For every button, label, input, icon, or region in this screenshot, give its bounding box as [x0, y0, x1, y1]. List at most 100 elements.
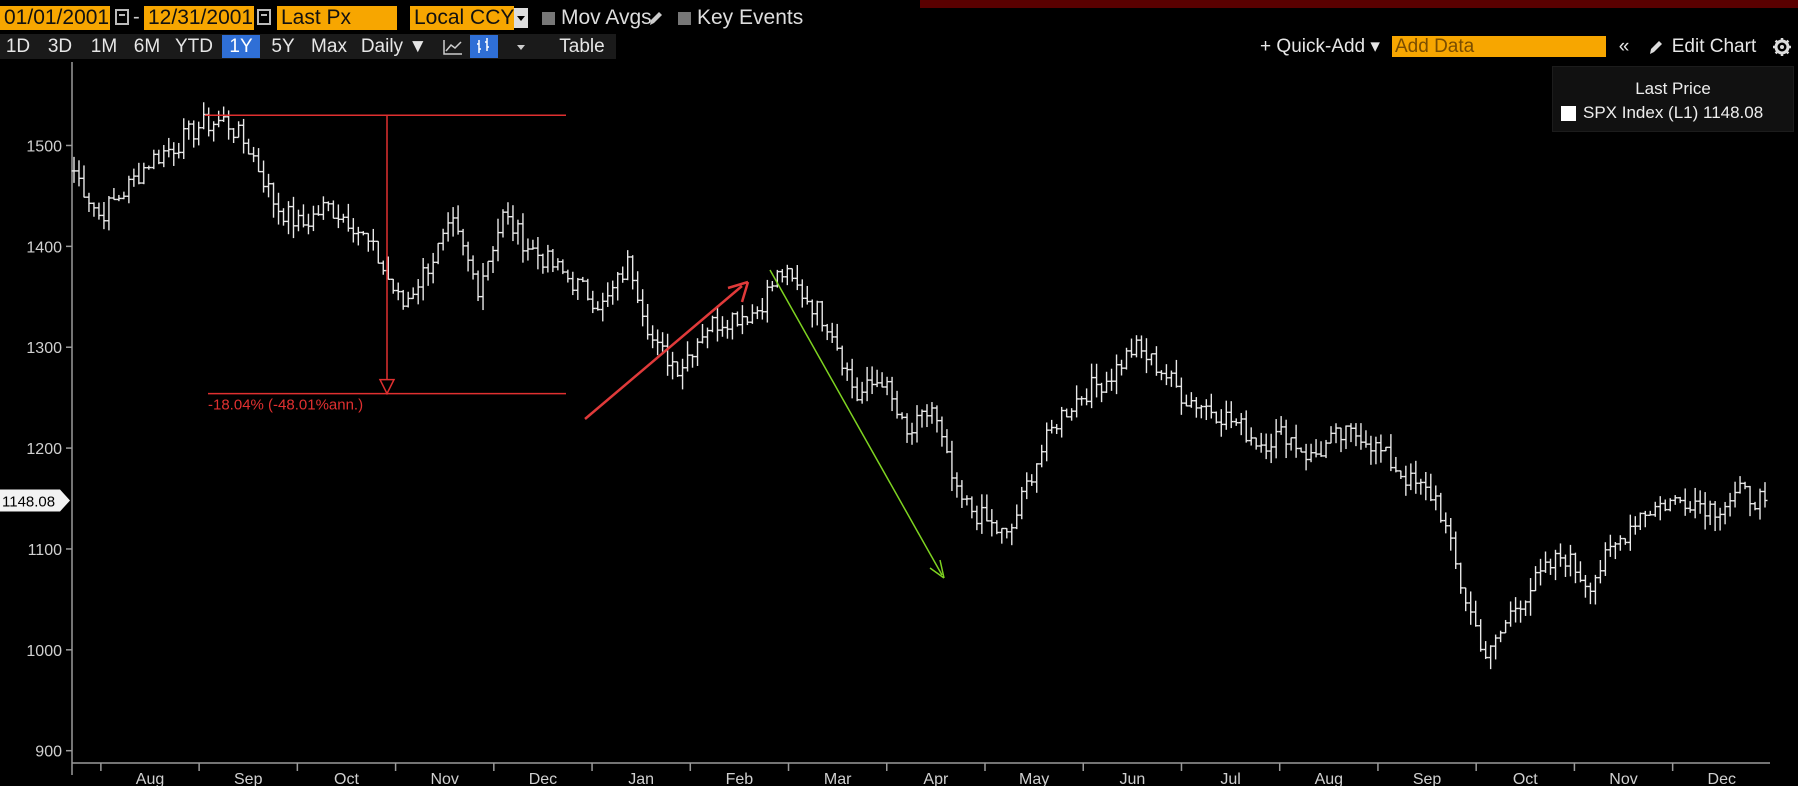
currency-dropdown-arrow-icon[interactable] — [514, 8, 528, 28]
price-bar — [1243, 410, 1249, 443]
range-ytd[interactable]: YTD — [175, 36, 213, 57]
pencil-icon[interactable] — [648, 9, 664, 27]
price-bar — [1348, 423, 1354, 443]
y-tick-label: 1400 — [26, 239, 62, 256]
price-bar — [1333, 423, 1339, 444]
range-max[interactable]: Max — [311, 36, 347, 57]
price-bar — [1124, 347, 1130, 370]
quick-add-button[interactable]: + Quick-Add ▾ — [1260, 36, 1380, 57]
price-bar — [575, 277, 581, 300]
mov-avgs-checkbox[interactable] — [542, 12, 555, 25]
price-bar — [949, 440, 955, 492]
price-bar — [954, 472, 960, 498]
x-tick-label: Jun — [1119, 771, 1145, 786]
price-bar — [739, 305, 745, 335]
trend-arrows — [584, 269, 945, 579]
price-bar — [794, 265, 800, 291]
price-bar — [1528, 578, 1534, 616]
mov-avgs-label[interactable]: Mov Avgs — [561, 6, 652, 29]
price-bar — [241, 118, 247, 154]
price-bar — [1523, 600, 1529, 616]
start-date-field[interactable]: 01/01/2001 — [0, 6, 110, 30]
add-data-input[interactable]: Add Data — [1392, 36, 1606, 57]
price-bar — [490, 246, 496, 274]
price-bar — [729, 312, 735, 340]
price-bar — [1478, 619, 1484, 652]
line-chart-icon[interactable] — [442, 38, 464, 56]
price-bar — [480, 263, 486, 311]
price-bar — [1228, 401, 1234, 429]
currency-selector[interactable]: Local CCY — [410, 6, 514, 30]
price-bar — [1358, 423, 1364, 450]
field-selector[interactable]: Last Px — [277, 6, 397, 30]
price-bar — [964, 495, 970, 506]
key-events-label[interactable]: Key Events — [697, 6, 804, 29]
price-bar — [1373, 436, 1379, 465]
price-bar — [350, 218, 356, 243]
end-date-field[interactable]: 12/31/2001 — [144, 6, 254, 30]
price-bar — [1263, 433, 1269, 460]
price-bar — [989, 509, 995, 537]
price-bar — [959, 480, 965, 508]
key-events-checkbox[interactable] — [678, 12, 691, 25]
price-bar — [1707, 500, 1713, 526]
bar-chart-icon[interactable] — [470, 35, 498, 58]
price-bar — [1577, 561, 1583, 583]
price-bar — [495, 218, 501, 262]
price-bar — [535, 237, 541, 270]
x-tick-label: Oct — [334, 771, 359, 786]
price-bar — [435, 242, 441, 265]
range-3d[interactable]: 3D — [47, 36, 73, 57]
price-bar — [166, 137, 172, 158]
price-bar — [1483, 641, 1489, 660]
toolbar-accent-strip — [920, 0, 1798, 8]
range-6m[interactable]: 6M — [133, 36, 161, 57]
price-bar — [809, 299, 815, 328]
price-bar — [420, 258, 426, 301]
collapse-icon[interactable]: « — [1618, 36, 1630, 57]
price-bar — [620, 266, 626, 283]
price-bar — [924, 404, 930, 428]
range-1y[interactable]: 1Y — [222, 35, 260, 58]
price-bar — [525, 238, 531, 261]
price-bar — [675, 361, 681, 377]
price-bar — [1258, 432, 1264, 453]
edit-pencil-icon[interactable] — [1648, 38, 1664, 56]
start-calendar-icon[interactable] — [115, 9, 129, 25]
price-bar — [131, 168, 137, 187]
price-bar — [206, 107, 212, 137]
price-bar — [680, 358, 686, 390]
price-bar — [380, 260, 386, 275]
up-trend-arrow — [584, 280, 750, 420]
table-button[interactable]: Table — [559, 36, 605, 57]
price-bar — [1572, 552, 1578, 584]
x-tick-label: Sep — [1413, 771, 1442, 786]
chart-type-dropdown-icon[interactable] — [515, 42, 527, 52]
price-bar — [211, 121, 217, 142]
price-bar — [844, 362, 850, 381]
price-bar — [1513, 597, 1519, 623]
edit-chart-button[interactable]: Edit Chart — [1671, 36, 1757, 57]
price-bar — [470, 255, 476, 280]
x-tick-label: Nov — [1609, 771, 1637, 786]
price-bar — [635, 271, 641, 304]
x-axis: Aug Sep Oct Nov Dec Jan Feb Mar Apr May Jun Jul Aug S… — [72, 762, 1770, 786]
price-bar — [1298, 447, 1304, 453]
range-5y[interactable]: 5Y — [271, 36, 295, 57]
price-bar — [779, 269, 785, 283]
price-bar — [121, 191, 127, 200]
range-1d[interactable]: 1D — [5, 36, 31, 57]
frequency-selector[interactable]: Daily ▼ — [360, 36, 428, 57]
price-bar — [645, 303, 651, 340]
price-bar — [221, 106, 227, 122]
price-bar — [450, 207, 456, 237]
price-bar — [1313, 439, 1319, 458]
price-bar — [1268, 433, 1274, 464]
gear-icon[interactable] — [1772, 37, 1792, 57]
end-calendar-icon[interactable] — [257, 9, 271, 25]
up-arrow-head — [727, 280, 750, 303]
price-bar — [335, 204, 341, 229]
range-1m[interactable]: 1M — [90, 36, 118, 57]
price-bar — [1198, 404, 1204, 419]
